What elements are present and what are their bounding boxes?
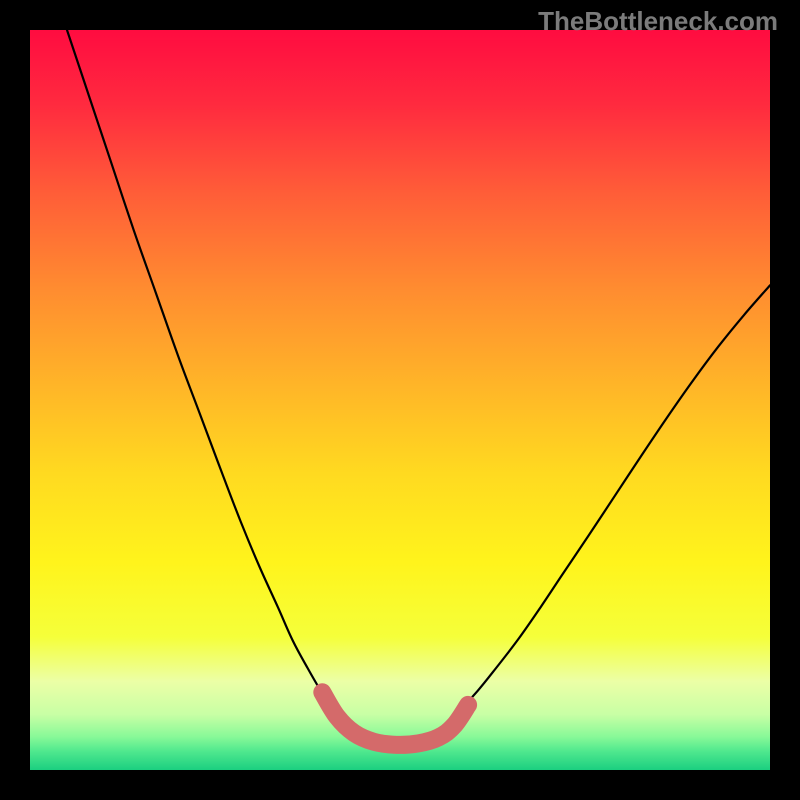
plot-svg (30, 30, 770, 770)
chart-frame: TheBottleneck.com (0, 0, 800, 800)
watermark-text: TheBottleneck.com (538, 6, 778, 37)
plot-area (30, 30, 770, 770)
gradient-background (30, 30, 770, 770)
